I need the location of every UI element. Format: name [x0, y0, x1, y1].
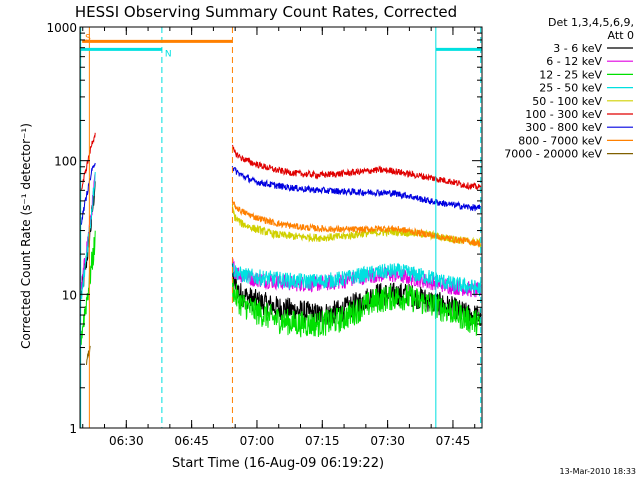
series-line-7	[231, 200, 482, 249]
x-tick-label: 07:00	[240, 434, 275, 448]
y-tick-label: 1000	[46, 21, 77, 35]
x-tick-label: 06:45	[174, 434, 209, 448]
x-tick-label: 07:30	[370, 434, 405, 448]
legend-entry-label: 3 - 6 keV	[553, 42, 602, 55]
chart-title: HESSI Observing Summary Count Rates, Cor…	[75, 3, 457, 21]
y-axis-ticks: 1 10 100 1000	[46, 21, 482, 436]
x-tick-label: 07:45	[436, 434, 471, 448]
x-tick-label: 07:15	[305, 434, 340, 448]
x-axis-ticks: 06:30 06:45 07:00 07:15 07:30 07:45	[82, 27, 476, 448]
legend-entry-label: 800 - 7000 keV	[518, 134, 602, 147]
legend-entry-label: 25 - 50 keV	[539, 82, 602, 95]
legend-entry-label: 12 - 25 keV	[539, 68, 602, 81]
y-tick-label: 1	[69, 422, 77, 436]
legend-entry-label: 7000 - 20000 keV	[504, 148, 602, 161]
legend-entry-label: 50 - 100 keV	[532, 95, 602, 108]
flag-label-0: S	[85, 33, 91, 43]
flag-label-1: N	[165, 49, 172, 59]
series-line-6	[80, 162, 481, 225]
series-line-0	[80, 181, 482, 327]
plot-content: SN	[80, 27, 482, 428]
legend-header: Att 0	[608, 29, 634, 42]
legend-entry-label: 100 - 300 keV	[525, 108, 602, 121]
plot-frame	[79, 26, 483, 429]
legend-entry-label: 300 - 800 keV	[525, 121, 602, 134]
footer-timestamp: 13-Mar-2010 18:33	[560, 467, 637, 476]
series-line-4	[231, 204, 482, 249]
legend-entry-label: 6 - 12 keV	[546, 55, 602, 68]
series-line-5	[80, 132, 482, 191]
legend-header: Det 1,3,4,5,6,9,	[548, 16, 634, 29]
series-line-8	[86, 345, 91, 365]
y-tick-label: 100	[54, 155, 77, 169]
y-axis-label: Corrected Count Rate (s⁻¹ detector⁻¹)	[19, 123, 33, 349]
x-tick-label: 06:30	[109, 434, 144, 448]
y-tick-label: 10	[62, 288, 77, 302]
x-axis-label: Start Time (16-Aug-09 06:19:22)	[172, 456, 384, 471]
series-line-3	[80, 171, 482, 300]
